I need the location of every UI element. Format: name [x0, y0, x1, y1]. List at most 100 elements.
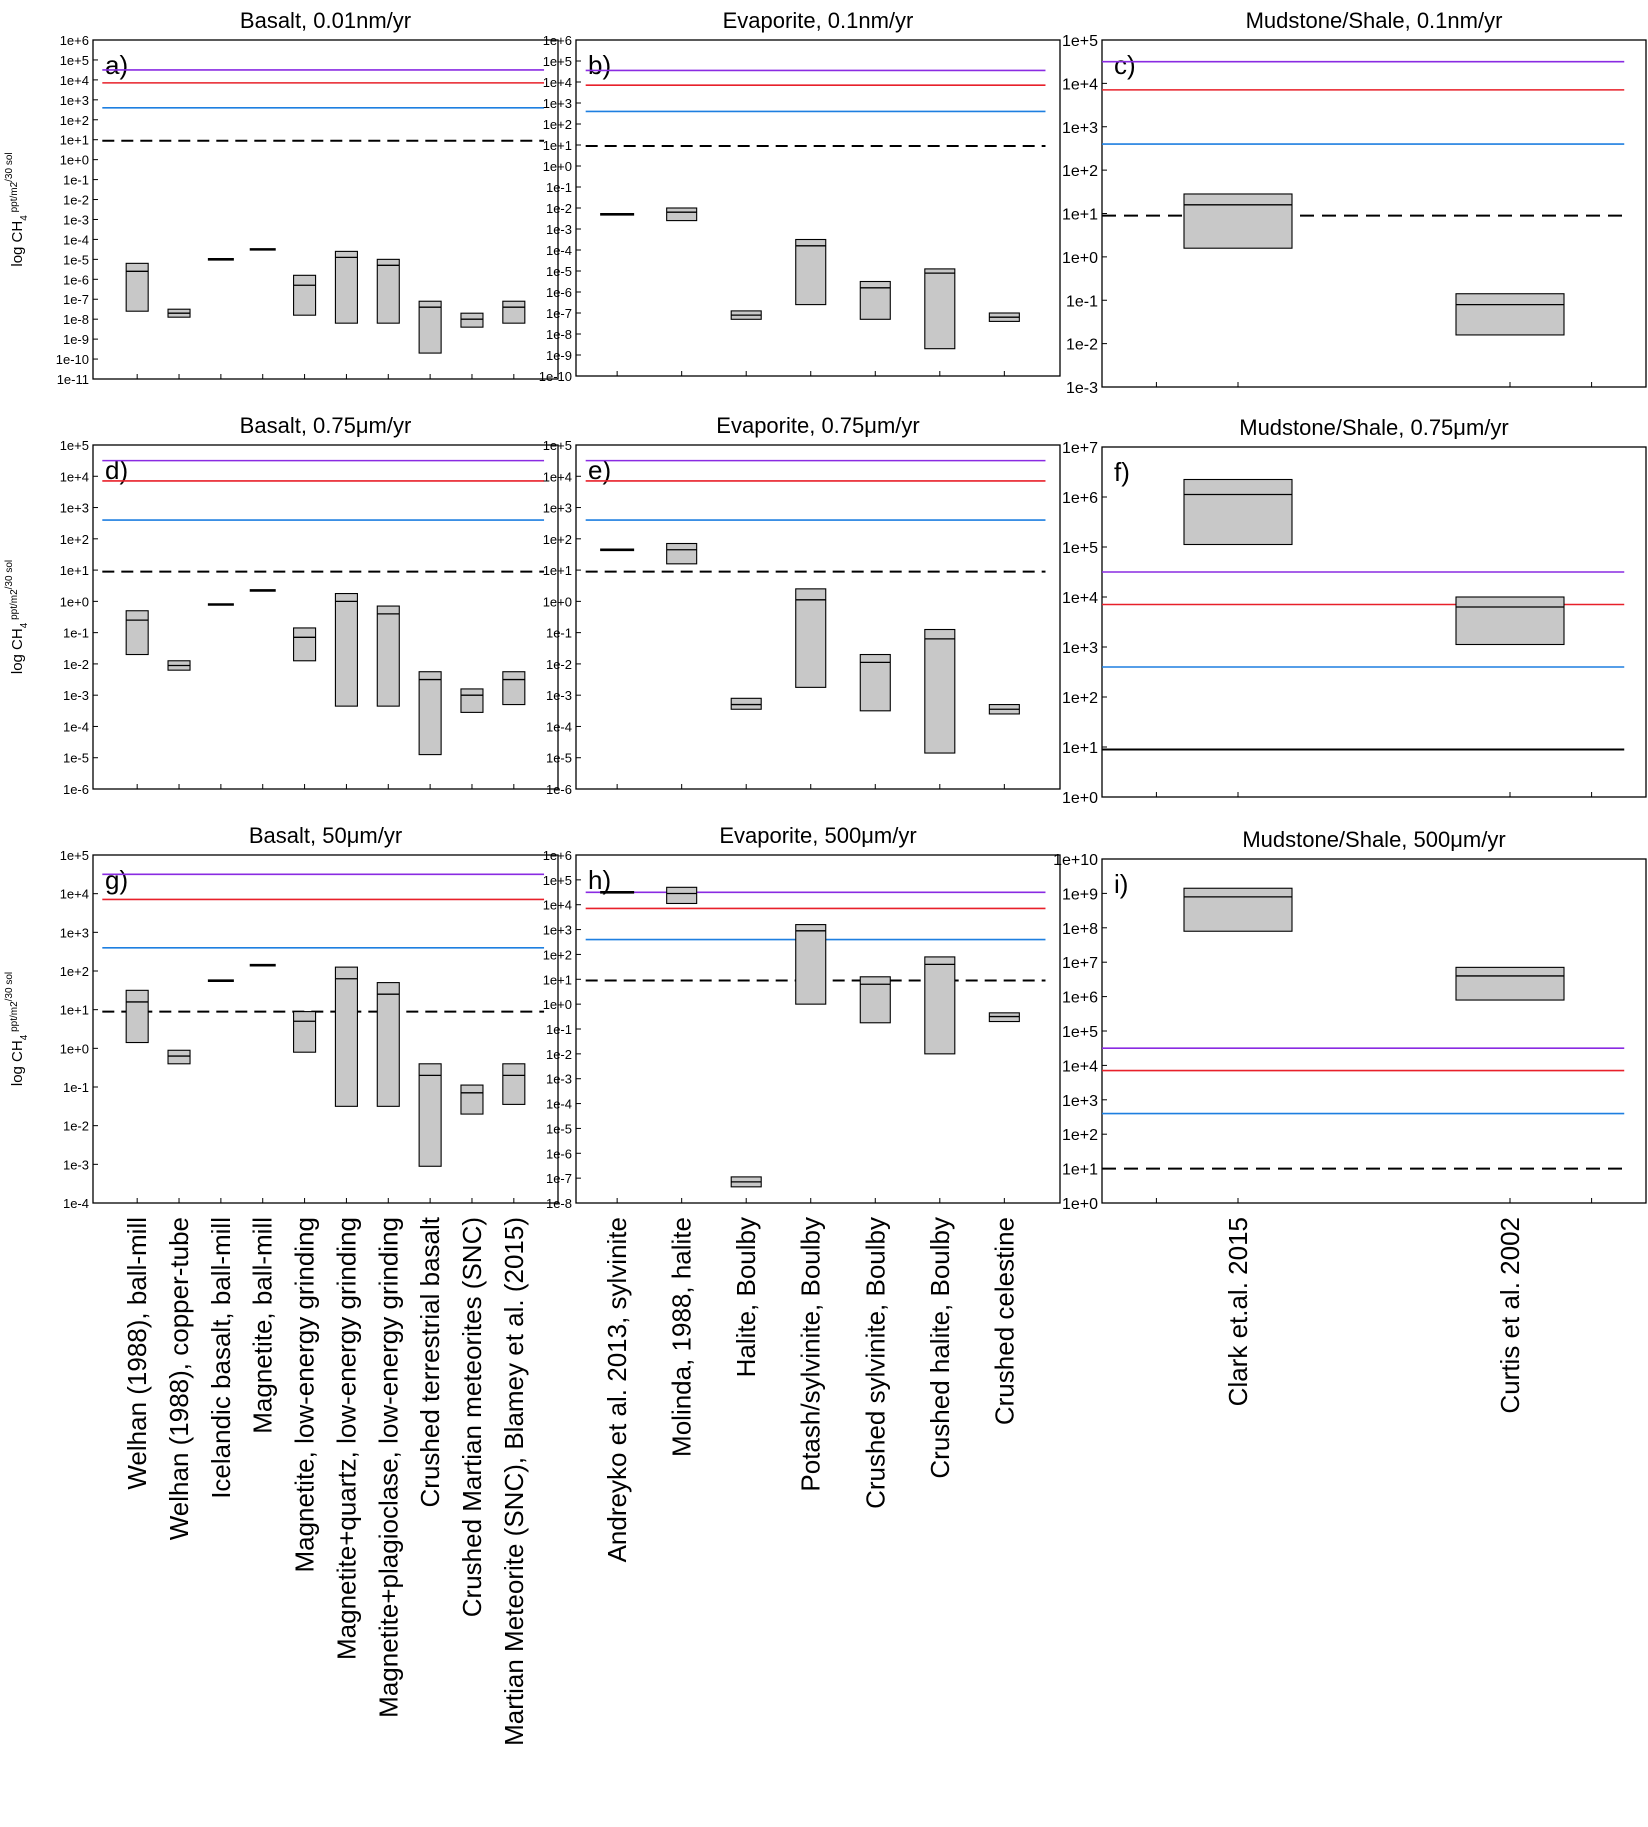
- data-box: [376, 982, 400, 1107]
- y-tick-label: 1e+1: [543, 138, 572, 153]
- y-tick-label: 1e-4: [63, 719, 89, 734]
- panel-a: Basalt, 0.01nm/yr a) 1e-11 1e-10 1e-9 1e-8 1e-…: [4, 8, 559, 387]
- y-tick-label: 1e+1: [1062, 1162, 1098, 1179]
- y-tick-label: 1e-6: [546, 285, 572, 300]
- y-tick-label: 1e+2: [60, 113, 89, 128]
- y-tick-label: 1e-1: [546, 1022, 572, 1037]
- y-tick-label: 1e+1: [60, 133, 89, 148]
- data-box: [125, 989, 149, 1044]
- y-tick-label: 1e+4: [543, 898, 572, 913]
- y-tick-label: 1e+5: [60, 848, 89, 863]
- y-tick-label: 1e+1: [1062, 207, 1098, 224]
- y-tick-label: 1e-2: [546, 1047, 572, 1062]
- y-tick-label: 1e+3: [1062, 120, 1098, 137]
- y-tick-label: 1e+10: [1053, 852, 1098, 869]
- y-tick-label: 1e+3: [60, 501, 89, 516]
- panel-h: Evaporite, 500μm/yr h) 1e-8 1e-7 1e-6 1e-5 1e-…: [543, 823, 1061, 1562]
- y-tick-label: 1e+5: [60, 53, 89, 68]
- data-box: [1455, 966, 1565, 1001]
- y-tick-label: 1e+2: [1062, 690, 1098, 707]
- data-box: [334, 966, 358, 1107]
- y-tick-label: 1e-3: [63, 212, 89, 227]
- y-tick-label: 1e+4: [543, 75, 572, 90]
- panel-label: c): [1114, 50, 1136, 80]
- data-box: [795, 238, 827, 306]
- y-tick-label: 1e+0: [1062, 1196, 1098, 1213]
- data-box: [418, 1063, 442, 1167]
- y-tick-label: 1e+4: [1062, 1058, 1098, 1075]
- y-tick-label: 1e-9: [63, 332, 89, 347]
- data-box: [666, 207, 698, 222]
- y-tick-label: 1e+4: [60, 469, 89, 484]
- y-tick-label: 1e-2: [1066, 337, 1098, 354]
- y-tick-label: 1e-7: [546, 1171, 572, 1186]
- panel-title: Basalt, 50μm/yr: [249, 823, 402, 848]
- y-tick-label: 1e+3: [1062, 1093, 1098, 1110]
- category-label: Magnetite+plagioclase, low-energy grindi…: [373, 1217, 403, 1718]
- panel-i: Mudstone/Shale, 500μm/yr i) 1e+0 1e+1 1e+2 1e…: [1053, 827, 1647, 1414]
- y-tick-label: 1e+5: [1062, 1024, 1098, 1041]
- y-tick-label: 1e+4: [543, 469, 572, 484]
- y-tick-label: 1e+0: [60, 1041, 89, 1056]
- y-tick-label: 1e-2: [546, 657, 572, 672]
- panel-label: a): [105, 50, 128, 80]
- y-tick-label: 1e-6: [546, 782, 572, 797]
- y-tick-label: 1e+2: [543, 947, 572, 962]
- y-tick-label: 1e+3: [543, 96, 572, 111]
- y-tick-label: 1e+5: [60, 438, 89, 453]
- y-tick-label: 1e-5: [63, 252, 89, 267]
- y-tick-label: 1e+5: [543, 873, 572, 888]
- panel-title: Evaporite, 0.75μm/yr: [716, 413, 919, 438]
- data-box: [795, 588, 827, 688]
- panel-label: f): [1114, 457, 1130, 487]
- data-box: [418, 300, 442, 354]
- category-label: Curtis et al. 2002: [1495, 1217, 1525, 1414]
- y-tick-label: 1e+6: [60, 33, 89, 48]
- y-tick-label: 1e+2: [60, 964, 89, 979]
- y-tick-label: 1e-7: [546, 306, 572, 321]
- y-tick-label: 1e+0: [1062, 790, 1098, 807]
- data-box: [334, 250, 358, 324]
- y-tick-label: 1e-3: [1066, 380, 1098, 397]
- data-box: [376, 605, 400, 707]
- category-label: Martian Meteorite (SNC), Blamey et al. (…: [499, 1217, 529, 1746]
- category-label: Magnetite, low-energy grinding: [290, 1217, 320, 1573]
- y-tick-label: 1e+4: [60, 73, 89, 88]
- y-tick-label: 1e+5: [543, 438, 572, 453]
- panel-title: Evaporite, 500μm/yr: [719, 823, 916, 848]
- category-label: Welhan (1988), ball-mill: [122, 1217, 152, 1490]
- y-tick-label: 1e+1: [60, 563, 89, 578]
- plot-frame: [575, 854, 1061, 1204]
- y-tick-label: 1e-1: [63, 173, 89, 188]
- panel-label: i): [1114, 869, 1128, 899]
- plot-frame: [92, 39, 559, 380]
- y-tick-label: 1e+0: [543, 594, 572, 609]
- data-box: [293, 627, 317, 662]
- data-box: [1455, 293, 1565, 336]
- category-label: Magnetite, ball-mill: [248, 1217, 278, 1434]
- category-label: Crushed halite, Boulby: [925, 1217, 955, 1479]
- y-tick-label: 1e-4: [63, 232, 89, 247]
- panel-title: Evaporite, 0.1nm/yr: [723, 8, 914, 33]
- plot-frame: [92, 444, 559, 790]
- panel-e: Evaporite, 0.75μm/yr e) 1e-6 1e-5 1e-4 1e-3 1e…: [543, 413, 1061, 797]
- panel-label: e): [588, 455, 611, 485]
- y-tick-label: 1e-6: [63, 272, 89, 287]
- y-tick-label: 1e-1: [546, 180, 572, 195]
- panel-label: g): [105, 865, 128, 895]
- category-label: Crushed celestine: [989, 1217, 1019, 1425]
- y-tick-label: 1e+4: [1062, 590, 1098, 607]
- y-tick-label: 1e+0: [60, 594, 89, 609]
- y-tick-label: 1e+0: [60, 153, 89, 168]
- panel-title: Mudstone/Shale, 0.75μm/yr: [1239, 415, 1508, 440]
- category-label: Icelandic basalt, ball-mill: [206, 1217, 236, 1499]
- panel-title: Basalt, 0.01nm/yr: [240, 8, 411, 33]
- y-tick-label: 1e+2: [543, 117, 572, 132]
- y-tick-label: 1e+4: [60, 887, 89, 902]
- panel-d: Basalt, 0.75μm/yr d) 1e-6 1e-5 1e-4 1e-3 1e-2 1…: [4, 413, 559, 797]
- category-label: Halite, Boulby: [731, 1217, 761, 1377]
- data-box: [666, 886, 698, 905]
- data-box: [293, 1011, 317, 1053]
- y-tick-label: 1e+3: [60, 93, 89, 108]
